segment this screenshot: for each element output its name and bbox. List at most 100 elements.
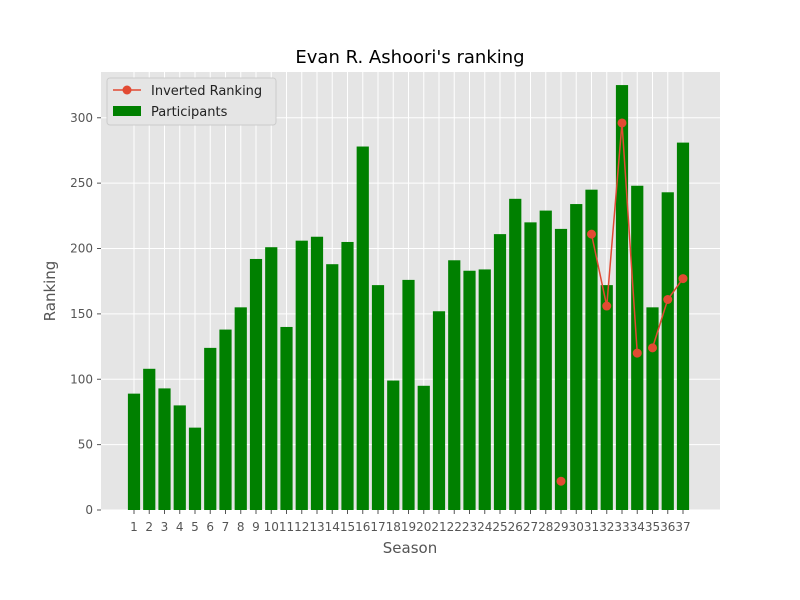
legend-label-participants: Participants	[151, 105, 228, 120]
bar	[127, 393, 141, 510]
bar	[646, 307, 659, 510]
bar	[509, 198, 522, 510]
bar	[173, 405, 186, 510]
x-tick-label: 4	[176, 520, 184, 534]
x-tick-label: 17	[370, 520, 385, 534]
x-tick-label: 24	[477, 520, 492, 534]
x-tick-label: 15	[340, 520, 355, 534]
line-segment	[590, 122, 638, 354]
bar	[402, 279, 415, 510]
x-tick-label: 28	[538, 520, 553, 534]
bars-group	[127, 85, 690, 511]
x-tick-label: 36	[660, 520, 675, 534]
bar	[280, 326, 293, 510]
line-point	[617, 118, 627, 128]
line-point	[678, 274, 688, 284]
x-tick-label: 32	[599, 520, 614, 534]
y-tick-label: 50	[78, 438, 93, 452]
bar	[615, 85, 629, 511]
x-tick-label: 3	[161, 520, 169, 534]
legend: Inverted Ranking Participants	[106, 77, 277, 126]
line-series-group	[556, 118, 688, 486]
x-axis-label: Season	[383, 539, 437, 557]
x-tick-label: 7	[222, 520, 230, 534]
x-tick-label: 12	[294, 520, 309, 534]
x-tick-label: 19	[401, 520, 416, 534]
x-tick-label: 14	[325, 520, 340, 534]
x-tick-label: 22	[447, 520, 462, 534]
legend-box	[106, 77, 277, 126]
x-tick-label: 37	[675, 520, 690, 534]
bar	[341, 241, 354, 510]
y-tick-label: 250	[70, 176, 93, 190]
line-point	[602, 301, 612, 311]
y-tick-label: 100	[70, 372, 93, 386]
x-tick-label: 33	[614, 520, 629, 534]
bar	[310, 236, 324, 510]
bar	[143, 368, 156, 510]
y-axis-label: Ranking	[41, 261, 59, 322]
y-tick-label: 150	[70, 307, 93, 321]
bar	[493, 234, 507, 510]
x-tick-label: 13	[309, 520, 324, 534]
bar	[371, 285, 385, 510]
bar	[585, 189, 598, 511]
y-tick-label: 0	[85, 503, 93, 517]
bar	[524, 222, 537, 510]
bar	[478, 269, 491, 510]
bar	[234, 307, 247, 510]
bar	[219, 329, 232, 510]
x-tick-label: 21	[431, 520, 446, 534]
bar	[554, 228, 568, 511]
x-axis-ticks: 1 2 3 4 5 6 7 8 9 10 11 12 13 14 15 16 17 18 19 20 21 22 23 24 2…	[130, 510, 691, 534]
x-tick-label: 8	[237, 520, 245, 534]
bar	[539, 210, 552, 510]
bar	[570, 204, 583, 511]
bar	[356, 146, 369, 510]
x-tick-label: 27	[523, 520, 538, 534]
line-point	[648, 343, 657, 353]
line-point	[556, 476, 566, 486]
x-tick-label: 29	[553, 520, 568, 534]
line-point	[663, 294, 673, 304]
bar	[448, 260, 461, 510]
bar	[265, 247, 278, 510]
legend-bar-swatch	[113, 106, 141, 116]
y-tick-label: 200	[70, 242, 93, 256]
x-tick-label: 26	[508, 520, 523, 534]
line-point	[587, 229, 596, 239]
bar	[204, 347, 217, 510]
bar	[463, 270, 476, 510]
bar	[676, 142, 690, 511]
x-tick-label: 6	[206, 520, 214, 534]
bar	[326, 264, 339, 510]
legend-label-inverted-ranking: Inverted Ranking	[151, 84, 262, 99]
x-tick-label: 30	[569, 520, 584, 534]
x-tick-label: 10	[264, 520, 279, 534]
bar	[661, 192, 674, 510]
x-tick-label: 34	[630, 520, 645, 534]
x-tick-label: 2	[145, 520, 153, 534]
chart-title: Evan R. Ashoori's ranking	[295, 47, 524, 68]
x-tick-label: 9	[252, 520, 260, 534]
x-tick-label: 16	[355, 520, 370, 534]
bar	[158, 388, 171, 510]
x-tick-label: 20	[416, 520, 431, 534]
x-tick-label: 1	[130, 520, 138, 534]
x-tick-label: 11	[279, 520, 294, 534]
line-point	[632, 348, 642, 358]
bar	[600, 285, 613, 510]
bar	[188, 427, 202, 510]
x-tick-label: 23	[462, 520, 477, 534]
legend-marker-swatch	[122, 85, 132, 95]
bar	[417, 385, 430, 510]
x-tick-label: 35	[645, 520, 660, 534]
x-tick-label: 5	[191, 520, 199, 534]
x-tick-label: 31	[584, 520, 599, 534]
bar	[249, 258, 263, 510]
bar	[387, 380, 400, 510]
x-tick-label: 18	[386, 520, 401, 534]
y-tick-label: 300	[70, 111, 93, 125]
